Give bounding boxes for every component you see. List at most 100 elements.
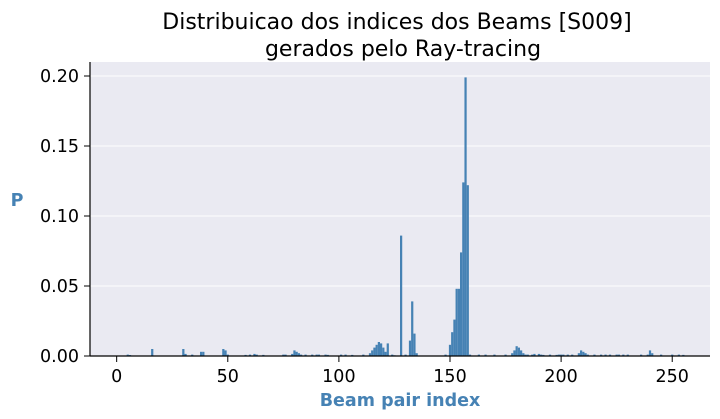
bar-82 [297, 353, 300, 356]
bar-119 [380, 343, 383, 356]
bar-195 [548, 354, 552, 356]
y-tick-label-1: 0.05 [40, 277, 79, 297]
bar-200 [560, 354, 563, 356]
bar-154 [457, 288, 460, 356]
bar-79 [291, 353, 294, 356]
y-tick-label-0: 0.00 [40, 347, 79, 367]
bar-183 [522, 353, 525, 356]
bar-120 [382, 347, 385, 356]
bar-166 [484, 354, 487, 356]
bar-31 [184, 353, 187, 356]
bar-114 [368, 353, 372, 356]
bar-80 [293, 350, 296, 356]
bar-175 [504, 354, 507, 356]
x-tick-label-0: 0 [111, 367, 122, 387]
bar-156 [462, 182, 465, 356]
bar-245 [660, 354, 663, 356]
x-tick-label-3: 150 [433, 367, 466, 387]
bar-250 [671, 354, 674, 356]
bar-253 [677, 354, 680, 356]
bar-191 [540, 354, 543, 356]
bar-116 [373, 347, 376, 356]
x-axis-label: Beam pair index [320, 391, 481, 411]
bar-236 [640, 354, 643, 356]
bar-199 [557, 354, 560, 356]
bar-103 [344, 354, 347, 356]
bar-184 [524, 354, 527, 356]
bar-133 [411, 301, 414, 356]
bar-182 [520, 350, 523, 356]
bar-185 [526, 354, 529, 356]
x-tick-label-4: 200 [544, 367, 577, 387]
bar-201 [562, 354, 565, 356]
bar-218 [600, 354, 603, 356]
bar-220 [604, 354, 607, 356]
bar-180 [515, 346, 518, 356]
x-tick-label-5: 250 [656, 367, 689, 387]
bar-135 [415, 353, 418, 356]
bar-85 [304, 354, 307, 356]
bar-188 [533, 353, 536, 356]
bar-215 [593, 354, 596, 356]
bar-49 [224, 350, 227, 356]
bar-208 [577, 353, 580, 356]
bar-212 [586, 354, 589, 356]
bar-16 [151, 349, 154, 356]
bar-150 [448, 344, 452, 356]
bar-128 [400, 235, 403, 356]
x-ticks: 0 50 100 150 200 250 [111, 356, 689, 387]
bar-83 [300, 354, 303, 356]
bar-90 [315, 354, 318, 356]
bar-50 [226, 354, 229, 356]
bar-181 [517, 347, 520, 356]
bar-39 [202, 351, 205, 356]
bar-111 [362, 354, 365, 356]
bar-203 [566, 354, 569, 356]
bar-122 [386, 343, 389, 356]
bar-94 [324, 354, 327, 356]
bar-239 [646, 354, 649, 356]
bar-163 [477, 354, 480, 356]
bar-155 [460, 252, 463, 356]
bar-75 [282, 354, 285, 356]
bar-5 [126, 354, 129, 356]
bar-205 [571, 354, 574, 356]
bar-117 [375, 344, 378, 356]
y-tick-label-4: 0.20 [40, 67, 79, 87]
bar-225 [615, 354, 618, 356]
bars [126, 77, 685, 357]
bar-240 [648, 350, 652, 356]
y-ticks: 0.00 0.05 0.10 0.15 0.20 [40, 67, 90, 367]
bar-132 [408, 340, 412, 356]
bar-76 [284, 354, 287, 356]
bar-226 [617, 354, 620, 356]
bar-222 [608, 354, 612, 356]
bar-60 [248, 354, 252, 356]
y-tick-label-2: 0.10 [40, 207, 79, 227]
bar-187 [531, 354, 534, 356]
bar-30 [182, 349, 185, 356]
bar-62 [253, 353, 256, 356]
bar-152 [453, 319, 456, 356]
bar-34 [191, 354, 194, 356]
bar-124 [391, 354, 394, 356]
bar-230 [626, 354, 629, 356]
y-tick-label-3: 0.15 [40, 137, 79, 157]
chart-title-line-2: gerados pelo Ray-tracing [265, 37, 541, 62]
bar-158 [466, 185, 469, 356]
grid-lines [90, 75, 710, 287]
bar-148 [444, 354, 447, 356]
bar-179 [513, 350, 516, 356]
bar-228 [622, 354, 625, 356]
bar-91 [317, 354, 320, 356]
bar-118 [377, 342, 380, 356]
bar-241 [651, 353, 654, 356]
bar-63 [255, 354, 258, 356]
x-tick-label-1: 50 [217, 367, 239, 387]
bar-101 [340, 354, 343, 356]
bar-121 [384, 351, 387, 356]
bar-115 [371, 350, 374, 356]
bar-134 [413, 333, 416, 356]
x-tick-label-2: 100 [322, 367, 355, 387]
